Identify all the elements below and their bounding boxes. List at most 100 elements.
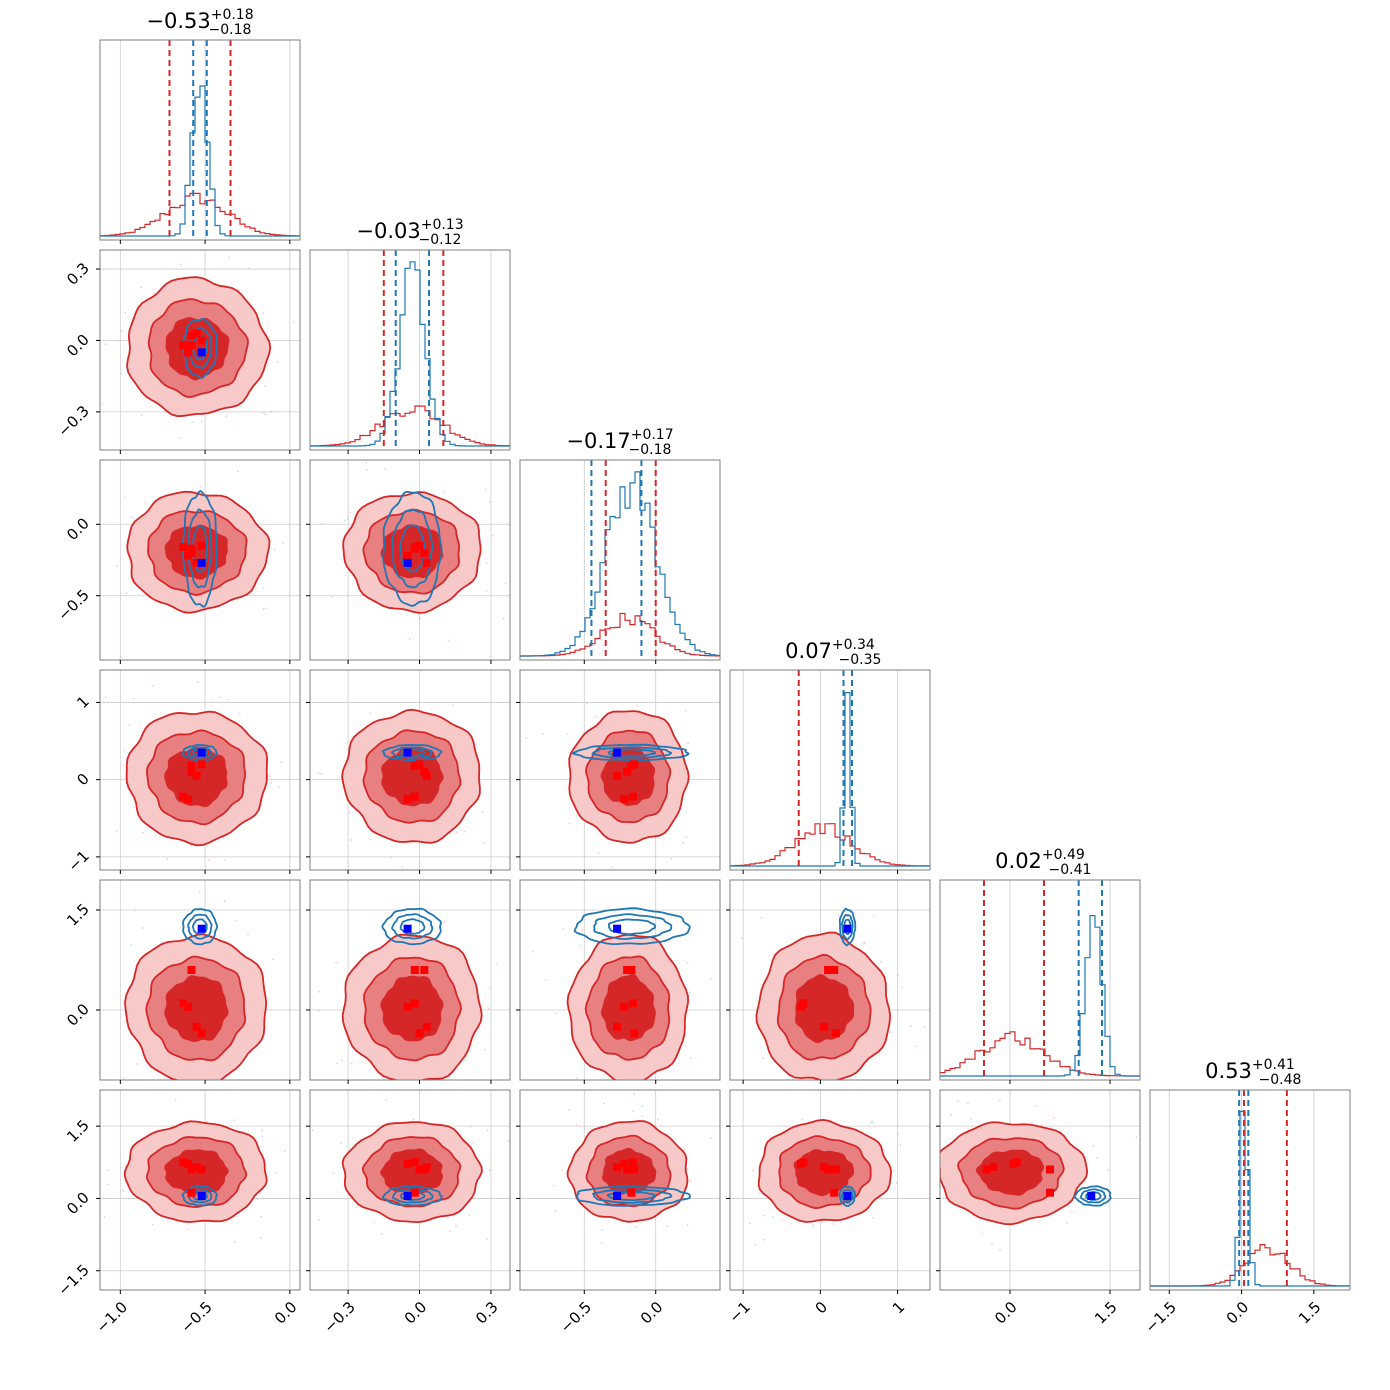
sample-point: [261, 1135, 264, 1138]
sample-point: [518, 819, 520, 821]
panel-frame: [519, 669, 721, 871]
red-marker: [831, 1029, 840, 1038]
contour-level: [381, 907, 442, 946]
histogram-panel: 0.07+0.34−0.35: [729, 637, 931, 874]
sample-point: [760, 916, 763, 919]
sample-point: [207, 859, 210, 862]
blue-histogram: [1150, 1110, 1350, 1287]
red-marker: [422, 558, 431, 567]
y-tick-label: 0.0: [63, 1000, 93, 1030]
sample-point: [96, 518, 98, 520]
sample-point: [199, 485, 202, 488]
red-marker: [620, 1002, 629, 1011]
sample-point: [277, 786, 280, 788]
red-histogram: [310, 405, 510, 447]
sample-point: [272, 958, 274, 960]
sample-point: [641, 1115, 643, 1117]
sample-point: [273, 548, 276, 551]
blue-marker: [403, 748, 412, 757]
sample-point: [192, 421, 195, 424]
sample-point: [93, 1175, 95, 1177]
red-marker: [187, 966, 196, 974]
sample-point: [632, 1110, 635, 1113]
panel-content: [1150, 1090, 1350, 1290]
red-marker: [422, 1022, 431, 1031]
contour-panel: −0.3 0.0 0.3: [54, 249, 301, 454]
x-tick-label: 0.0: [637, 1298, 667, 1328]
histogram-panel: −1.5 0.0 1.5 0.53+0.41−0.48: [1142, 1057, 1351, 1337]
sample-point: [299, 666, 301, 668]
red-marker: [179, 792, 188, 801]
sample-point: [832, 1223, 835, 1225]
contour-panel: −1 0 1: [726, 1089, 931, 1326]
sample-point: [562, 928, 565, 931]
red-marker: [197, 541, 206, 550]
contour-level: [181, 1185, 218, 1207]
sample-point: [489, 987, 492, 990]
sample-point: [401, 866, 404, 868]
panel-frame: [519, 459, 721, 661]
sample-point: [895, 1182, 898, 1184]
sample-point: [532, 950, 534, 953]
x-tick-label: 0: [812, 1298, 831, 1317]
sample-point: [36, 595, 38, 597]
sample-point: [512, 1184, 514, 1186]
sample-point: [901, 986, 903, 989]
y-tick-label: −0.5: [54, 586, 92, 624]
panel-frame: [99, 879, 301, 1081]
contour-level: [391, 509, 434, 589]
sample-point: [686, 961, 689, 964]
title-plus-error: +0.17: [631, 427, 674, 443]
sample-point: [525, 737, 528, 739]
sample-point: [554, 1210, 557, 1213]
sample-point: [749, 1222, 751, 1225]
sample-point: [957, 1100, 959, 1103]
sample-point: [270, 410, 273, 413]
red-marker: [830, 1188, 839, 1197]
panel-content: [36, 460, 300, 660]
sample-point: [1066, 1222, 1068, 1224]
red-marker: [415, 760, 424, 769]
red-marker: [824, 966, 833, 974]
red-marker: [1046, 1188, 1054, 1197]
sample-point: [115, 830, 118, 832]
sample-point: [495, 963, 498, 966]
sample-point: [200, 421, 203, 423]
sample-point: [262, 586, 265, 589]
sample-point: [103, 1216, 106, 1218]
diagonal-title: 0.53+0.41: [1205, 1057, 1295, 1083]
sample-point: [586, 702, 588, 705]
blue-marker: [403, 924, 412, 933]
y-tick-label: 1.5: [63, 1116, 93, 1146]
contour-panel: [306, 459, 511, 664]
sample-point: [872, 1216, 875, 1219]
sample-point: [365, 461, 368, 464]
x-tick-label: 0.0: [991, 1298, 1021, 1328]
sample-point: [210, 701, 213, 704]
contour-panel: −0.3 0.0 0.3: [306, 1089, 511, 1337]
x-tick-label: −1: [726, 1298, 754, 1326]
blue-marker: [843, 1192, 852, 1200]
sample-point: [759, 1192, 761, 1195]
red-marker: [628, 792, 637, 801]
sample-point: [1096, 1157, 1098, 1159]
contour-level: [975, 1149, 1045, 1196]
sample-point: [228, 256, 231, 259]
contour-level: [182, 908, 219, 946]
contour-level: [399, 748, 426, 757]
sample-point: [771, 1216, 774, 1218]
sample-point: [91, 592, 93, 594]
sample-point: [237, 470, 239, 473]
panel-frame: [519, 1089, 721, 1291]
panel-content: [730, 1090, 930, 1290]
red-marker: [630, 1029, 639, 1038]
sample-point: [225, 415, 228, 418]
panel-content: [520, 460, 720, 660]
red-marker: [410, 761, 419, 770]
blue-marker: [403, 558, 412, 567]
red-marker: [627, 761, 636, 770]
sample-point: [343, 520, 346, 522]
y-tick-label: 0.3: [63, 259, 93, 289]
contour-level: [573, 907, 691, 945]
sample-point: [684, 1045, 687, 1047]
